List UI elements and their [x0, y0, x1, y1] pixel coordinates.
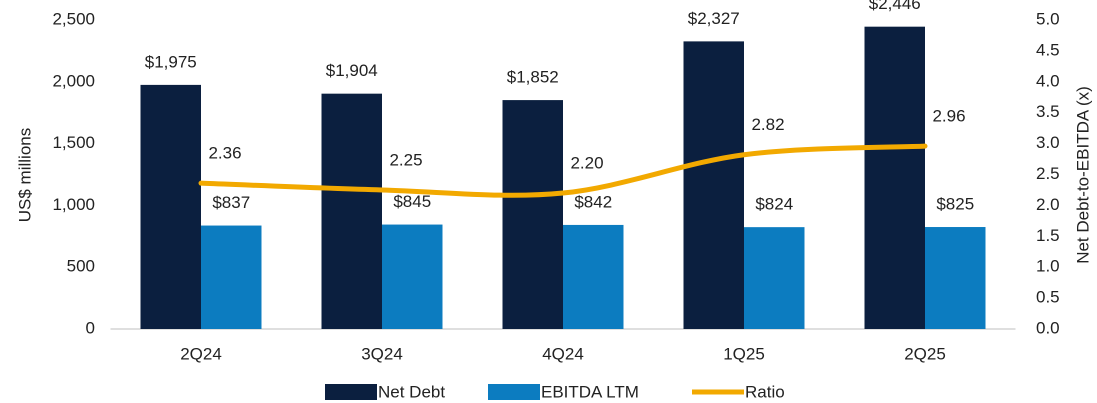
- legend-label: Ratio: [745, 382, 785, 401]
- legend-swatch: [488, 384, 540, 400]
- legend-label: EBITDA LTM: [541, 382, 639, 401]
- data-label: $845: [393, 192, 431, 211]
- legend-swatch: [325, 384, 377, 400]
- data-label: 2.36: [208, 144, 241, 163]
- y2-tick-label: 5.0: [1036, 9, 1060, 28]
- data-label: $837: [212, 193, 250, 212]
- x-tick-label: 4Q24: [542, 344, 584, 363]
- data-label: 2.82: [751, 115, 784, 134]
- y2-tick-label: 1.0: [1036, 257, 1060, 276]
- bar: [563, 224, 624, 329]
- data-label: 2.20: [570, 154, 603, 173]
- data-label: 2.25: [389, 150, 422, 169]
- x-tick-label: 3Q24: [361, 344, 403, 363]
- line: [198, 143, 928, 198]
- data-label: $824: [755, 195, 793, 214]
- x-tick-label: 2Q25: [904, 344, 946, 363]
- y-tick-label: 1,500: [52, 133, 95, 152]
- bar: [201, 225, 262, 329]
- y-tick-label: 2,000: [52, 71, 95, 90]
- bar: [140, 84, 201, 329]
- y-tick-label: 0: [86, 318, 95, 337]
- legend-label: Net Debt: [378, 382, 445, 401]
- y-tick-label: 1,000: [52, 195, 95, 214]
- x-tick-label: 2Q24: [180, 344, 222, 363]
- bar: [864, 26, 925, 329]
- data-label: $825: [936, 195, 974, 214]
- y2-tick-label: 3.5: [1036, 102, 1060, 121]
- data-label: $2,446: [869, 0, 921, 13]
- data-label: $1,904: [326, 61, 378, 80]
- data-label: $1,852: [507, 68, 559, 87]
- bar: [502, 100, 563, 329]
- bar: [683, 41, 744, 329]
- data-label: 2.96: [932, 107, 965, 126]
- y2-tick-label: 1.5: [1036, 226, 1060, 245]
- y2-axis-label: Net Debt-to-EBITDA (x): [1073, 86, 1092, 264]
- y2-tick-label: 4.0: [1036, 71, 1060, 90]
- y2-tick-label: 0.5: [1036, 288, 1060, 307]
- y2-tick-label: 3.0: [1036, 133, 1060, 152]
- y-axis-label: US$ millions: [15, 128, 34, 222]
- y2-tick-label: 2.5: [1036, 164, 1060, 183]
- bar: [321, 93, 382, 329]
- data-label: $1,975: [145, 52, 197, 71]
- bar: [744, 227, 805, 329]
- data-label: $2,327: [688, 9, 740, 28]
- y2-tick-label: 0.0: [1036, 318, 1060, 337]
- bar: [925, 227, 986, 329]
- data-label: $842: [574, 192, 612, 211]
- y-tick-label: 500: [67, 257, 95, 276]
- y2-tick-label: 2.0: [1036, 195, 1060, 214]
- bar: [382, 224, 443, 329]
- x-tick-label: 1Q25: [723, 344, 765, 363]
- y2-tick-label: 4.5: [1036, 40, 1060, 59]
- y-tick-label: 2,500: [52, 9, 95, 28]
